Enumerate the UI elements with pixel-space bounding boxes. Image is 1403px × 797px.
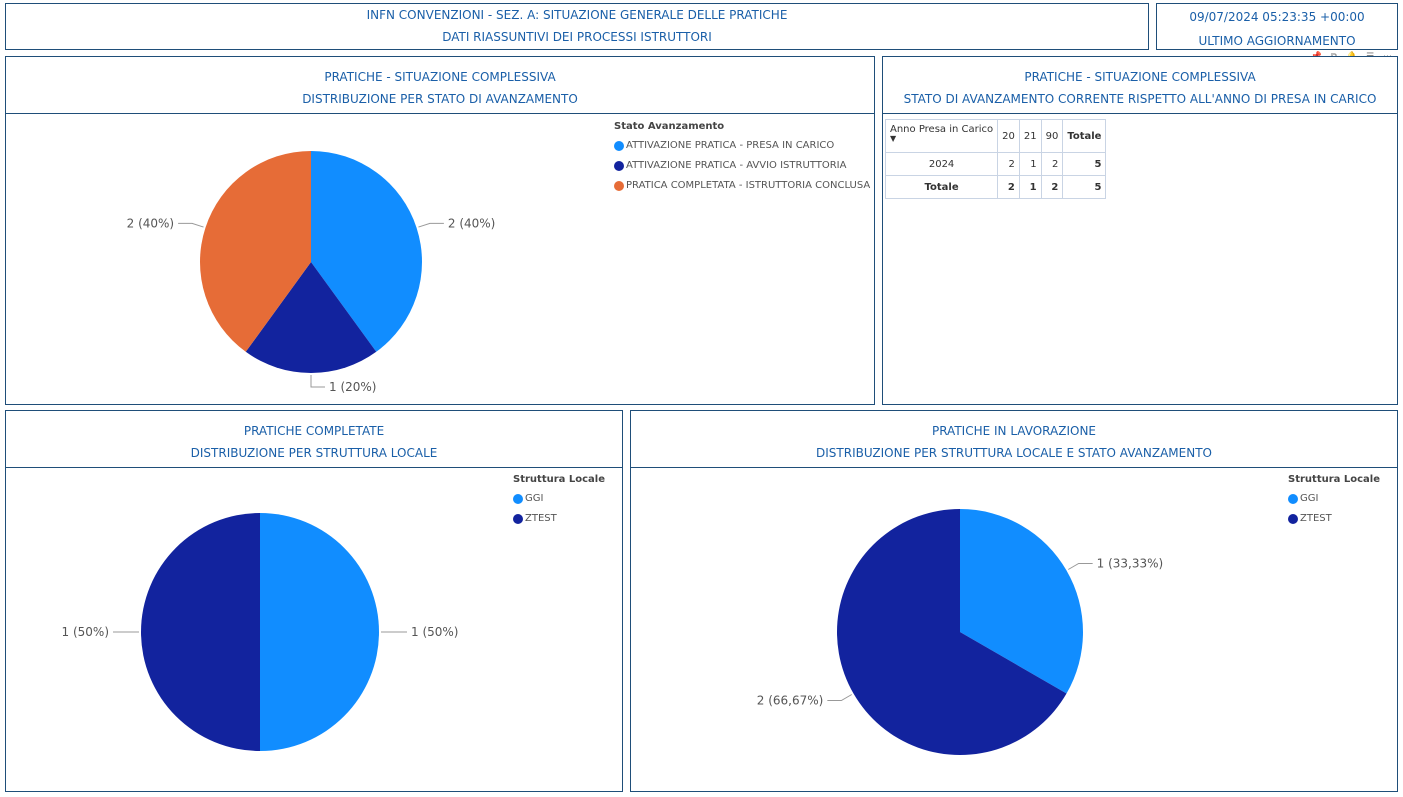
matrix-cell: 5 <box>1062 152 1107 176</box>
legend-item[interactable]: PRATICA COMPLETATA - ISTRUTTORIA CONCLUS… <box>614 180 870 191</box>
legend-item[interactable]: GGI <box>1288 493 1380 504</box>
legend-label: GGI <box>1300 493 1319 504</box>
matrix-row-header[interactable]: Anno Presa in Carico ▼ <box>884 119 999 153</box>
panel1-subtitle: DISTRIBUZIONE PER STATO DI AVANZAMENTO <box>302 92 578 106</box>
panel2-separator <box>883 113 1397 114</box>
legend-dot <box>513 513 523 524</box>
data-label: 1 (33,33%) <box>1097 557 1164 571</box>
legend-item[interactable]: ATTIVAZIONE PRATICA - PRESA IN CARICO <box>614 140 870 151</box>
legend-dot <box>513 493 523 504</box>
panel3-title: PRATICHE COMPLETATE <box>243 424 385 438</box>
panel-stato-avanzamento: PRATICHE - SITUAZIONE COMPLESSIVA DISTRI… <box>5 56 875 405</box>
leader-line <box>418 222 444 228</box>
data-label: 2 (66,67%) <box>757 694 824 708</box>
panel3-subtitle: DISTRIBUZIONE PER STRUTTURA LOCALE <box>190 446 438 460</box>
legend-label: PRATICA COMPLETATA - ISTRUTTORIA CONCLUS… <box>626 180 871 191</box>
legend-item[interactable]: GGI <box>513 493 605 504</box>
legend-dot <box>1288 493 1298 504</box>
legend-dot <box>1288 513 1298 524</box>
legend-dot <box>614 140 624 151</box>
panel3-legend: Struttura Locale GGI ZTEST <box>513 474 605 533</box>
header-update-box: 09/07/2024 05:23:35 +00:00 ULTIMO AGGIOR… <box>1156 3 1398 50</box>
matrix-row-label: 2024 <box>884 152 999 176</box>
legend-label: ATTIVAZIONE PRATICA - AVVIO ISTRUTTORIA <box>626 160 847 171</box>
pie-slice[interactable] <box>141 513 260 751</box>
last-update-label: ULTIMO AGGIORNAMENTO <box>1198 34 1356 48</box>
panel4-subtitle: DISTRIBUZIONE PER STRUTTURA LOCALE E STA… <box>816 446 1212 460</box>
leader-line <box>178 222 204 228</box>
matrix-row-label: Totale <box>884 175 999 199</box>
header-title-box: INFN CONVENZIONI - SEZ. A: SITUAZIONE GE… <box>5 3 1149 50</box>
matrix-cell: 1 <box>1018 175 1042 199</box>
matrix-cell: 5 <box>1062 175 1107 199</box>
matrix-total-row: Totale 2 1 2 5 <box>884 175 1107 199</box>
panel-matrix: PRATICHE - SITUAZIONE COMPLESSIVA STATO … <box>882 56 1398 405</box>
panel4-legend: Struttura Locale GGI ZTEST <box>1288 474 1380 533</box>
legend-item[interactable]: ZTEST <box>513 513 605 524</box>
matrix-header-row: Anno Presa in Carico ▼ 20 21 90 Totale <box>884 119 1107 153</box>
report-title: INFN CONVENZIONI - SEZ. A: SITUAZIONE GE… <box>366 8 788 22</box>
pie-slice[interactable] <box>260 513 379 751</box>
pie-slice[interactable] <box>245 262 377 373</box>
matrix-col-header[interactable]: Totale <box>1062 119 1107 153</box>
pie-slice[interactable] <box>960 509 1083 694</box>
data-label: 1 (50%) <box>62 625 109 639</box>
report-subtitle: DATI RIASSUNTIVI DEI PROCESSI ISTRUTTORI <box>442 30 712 44</box>
legend-label: ZTEST <box>1300 513 1332 524</box>
data-label: 1 (20%) <box>329 380 376 394</box>
data-label: 1 (50%) <box>411 625 458 639</box>
panel4-separator <box>631 467 1397 468</box>
legend-label: GGI <box>525 493 544 504</box>
leader-line <box>1068 563 1093 570</box>
panel1-separator <box>6 113 874 114</box>
pie-slice[interactable] <box>200 151 311 352</box>
panel1-legend: Stato Avanzamento ATTIVAZIONE PRATICA - … <box>614 121 870 200</box>
data-label: 2 (40%) <box>127 216 174 230</box>
data-label: 2 (40%) <box>448 216 495 230</box>
last-update-timestamp: 09/07/2024 05:23:35 +00:00 <box>1189 10 1365 24</box>
leader-line <box>310 375 325 388</box>
pie-slice[interactable] <box>311 151 422 352</box>
sort-down-icon[interactable]: ▼ <box>890 134 897 143</box>
legend-label: ZTEST <box>525 513 557 524</box>
matrix-table: Anno Presa in Carico ▼ 20 21 90 Totale 2… <box>884 119 1107 199</box>
legend-title: Stato Avanzamento <box>614 121 725 132</box>
panel4-title: PRATICHE IN LAVORAZIONE <box>931 424 1097 438</box>
matrix-row-header-label: Anno Presa in Carico <box>890 124 994 135</box>
panel3-separator <box>6 467 622 468</box>
legend-title: Struttura Locale <box>1288 474 1381 485</box>
panel1-title: PRATICHE - SITUAZIONE COMPLESSIVA <box>324 70 556 84</box>
panel2-subtitle: STATO DI AVANZAMENTO CORRENTE RISPETTO A… <box>903 92 1377 106</box>
legend-dot <box>614 160 624 171</box>
matrix-cell: 2 <box>1040 175 1064 199</box>
legend-dot <box>614 180 624 191</box>
pie-slice[interactable] <box>836 509 1067 755</box>
legend-title: Struttura Locale <box>513 474 606 485</box>
legend-label: ATTIVAZIONE PRATICA - PRESA IN CARICO <box>626 140 835 151</box>
legend-item[interactable]: ZTEST <box>1288 513 1380 524</box>
legend-item[interactable]: ATTIVAZIONE PRATICA - AVVIO ISTRUTTORIA <box>614 160 870 171</box>
matrix-row: 2024 2 1 2 5 <box>884 152 1107 176</box>
leader-line <box>827 694 852 701</box>
panel2-title: PRATICHE - SITUAZIONE COMPLESSIVA <box>1024 70 1256 84</box>
